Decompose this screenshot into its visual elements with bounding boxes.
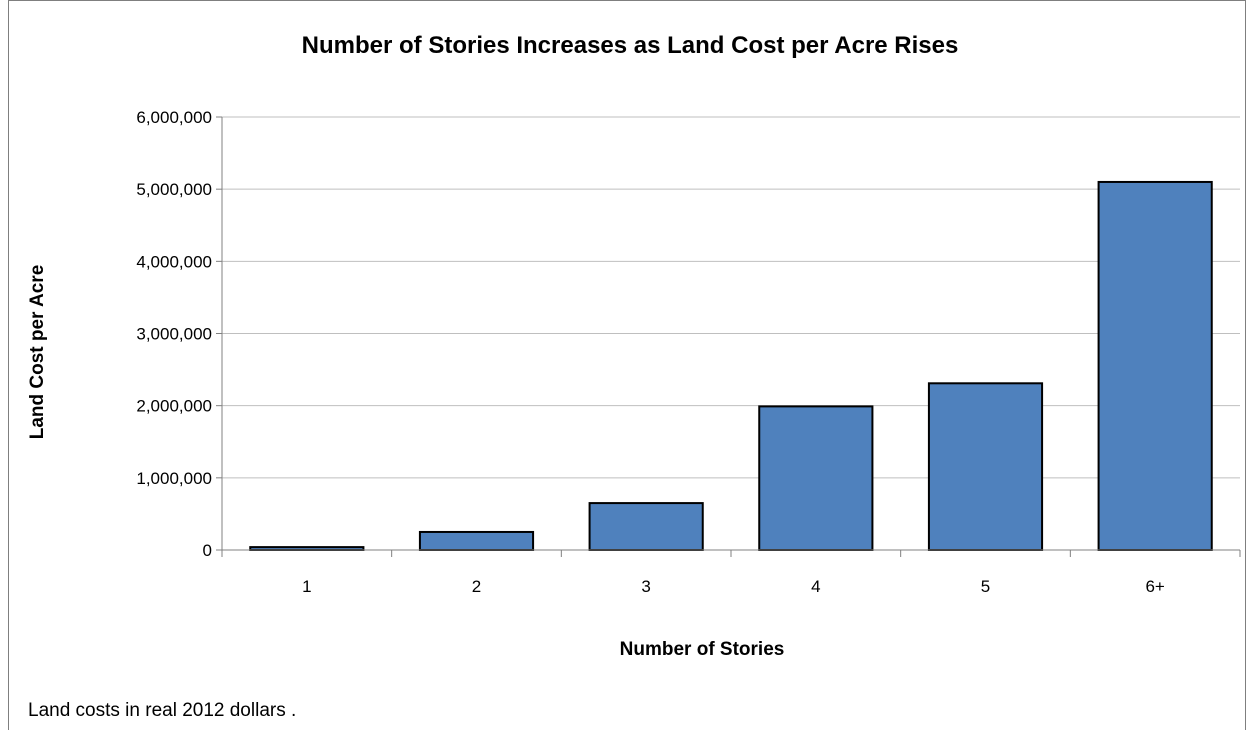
- x-tick-labels: 1 2 3 4 5 6+: [302, 577, 1165, 596]
- x-axis-title: Number of Stories: [620, 639, 785, 660]
- chart-frame: [8, 0, 1246, 730]
- footnote: Land costs in real 2012 dollars .: [28, 700, 297, 721]
- y-tick-label: 3,000,000: [136, 325, 212, 344]
- gridlines: [222, 116, 1240, 479]
- y-tick-label: 4,000,000: [136, 252, 212, 271]
- chart-title: Number of Stories Increases as Land Cost…: [302, 32, 959, 59]
- y-axis-title: Land Cost per Acre: [27, 265, 48, 440]
- y-tick-label: 1,000,000: [136, 469, 212, 488]
- y-tick-label: 6,000,000: [136, 108, 212, 127]
- x-tick-label: 3: [641, 577, 650, 596]
- x-tick-label: 1: [302, 577, 311, 596]
- bar-5: [927, 382, 1044, 552]
- bar-6+: [1097, 180, 1213, 551]
- axes: [216, 116, 1241, 557]
- y-tick-label: 2,000,000: [136, 397, 212, 416]
- bar-2: [418, 530, 535, 551]
- y-tick-labels: 0 1,000,000 2,000,000 3,000,000 4,000,000 5,0…: [136, 108, 212, 560]
- bar-4: [758, 405, 874, 551]
- bar-3: [588, 502, 704, 552]
- bars: [249, 180, 1213, 552]
- y-tick-label: 5,000,000: [136, 180, 212, 199]
- x-tick-label: 6+: [1145, 577, 1164, 596]
- x-tick-label: 4: [811, 577, 820, 596]
- y-tick-label: 0: [203, 541, 212, 560]
- x-tick-label: 2: [472, 577, 481, 596]
- x-tick-label: 5: [981, 577, 990, 596]
